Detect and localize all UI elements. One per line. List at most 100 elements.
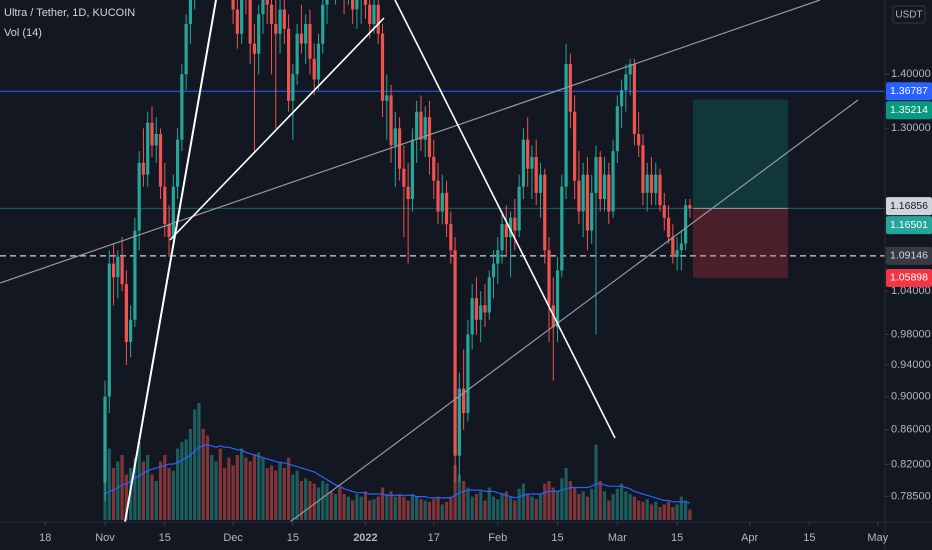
volume-bar [222,468,227,520]
volume-bar [257,452,261,520]
volume-bar [444,501,449,520]
candle-body [427,117,432,157]
volume-bar [133,457,137,520]
candle-body [158,133,163,187]
candle-body [325,0,329,5]
x-tick-label: Apr [741,532,758,544]
volume-bar [299,481,304,520]
candle-body [265,0,269,5]
volume-bar [261,457,265,520]
volume-bar [188,429,193,520]
volume-bar [453,465,457,520]
candle-body [175,139,180,187]
candle-body [500,224,504,251]
volume-bar [615,488,619,520]
drawings [0,0,859,522]
candle-body [257,14,261,54]
candle-body [316,43,321,80]
candle-body [564,63,568,187]
candle-body [615,106,619,152]
volume-bar [316,487,321,520]
candle-body [299,33,304,44]
candle-body [423,117,427,140]
volume-bar [654,501,658,520]
price-tag-label: 1.35214 [890,104,928,116]
volume-pane [103,403,692,520]
volume-bar [252,455,257,520]
volume-bar [376,496,380,520]
volume-bar [679,496,683,520]
candle-body [274,23,278,34]
price-tag [886,268,932,287]
trend-line [124,0,217,522]
candle-body [513,217,517,231]
price-tags: 1.36787 1.35214 1.16856 1.16501 1.09146 1.058… [886,82,932,287]
candle-body [235,9,239,34]
volume-bar [415,496,419,520]
candle-body [474,298,479,320]
volume-bar [658,507,662,520]
volume-bar [474,494,479,520]
currency-box[interactable] [892,5,926,24]
volume-bar [184,439,188,520]
volume-bar [244,457,248,520]
volume-bar [393,496,397,520]
candle-body [444,192,449,225]
volume-bar [632,496,637,520]
candle-body [555,270,560,328]
volume-bar [146,455,150,520]
volume-bar [218,448,222,520]
candle-body [291,74,295,101]
candle-body [521,139,526,187]
volume-bar [641,501,645,520]
candle-body [321,4,325,44]
stop-zone [693,208,788,278]
price-tag-label: 1.16856 [890,200,928,212]
target-zone [693,99,788,209]
volume-bar [111,468,116,520]
candle-body [240,0,244,34]
candle-body [137,162,141,231]
candle-body [666,217,671,238]
volume-bar [602,491,607,520]
candle-body [581,174,585,212]
volume-bar [342,494,346,520]
volume-bar [662,504,666,520]
y-tick-label: 0.78500 [891,490,931,502]
candle-body [278,9,282,34]
volume-bar [547,481,551,520]
volume-bar [359,496,363,520]
volume-bar [684,500,688,520]
volume-bar [619,483,624,520]
volume-bar [308,481,312,520]
price-tag [886,246,932,265]
candle-body [534,156,538,193]
candle-body [393,128,397,146]
x-tick-label: Mar [608,532,627,544]
volume-bar [338,487,342,520]
y-tick-label: 0.90000 [891,391,931,403]
candle-body [649,174,654,193]
price-tag [886,216,932,235]
price-tag-label: 1.36787 [890,85,928,97]
candle-body [675,250,679,257]
candle-body [363,0,368,5]
volume-bar [573,487,577,520]
candle-body [624,74,628,91]
volume-bar [688,509,692,520]
currency: USDT [895,10,922,21]
candle-body [602,174,607,199]
candle-body [641,145,645,193]
price-tag-label: 1.09146 [890,250,928,262]
volume-bar [295,470,299,520]
candle-body [607,174,611,212]
candle-body [167,224,171,238]
candle-body [491,263,496,278]
volume-bar [560,478,564,520]
volume-bar [154,481,158,520]
volume-bar [150,474,154,520]
volume-bar [594,444,598,520]
candle-body [453,250,457,456]
y-tick-label: 1.40000 [891,68,931,80]
candle-body [543,174,547,251]
